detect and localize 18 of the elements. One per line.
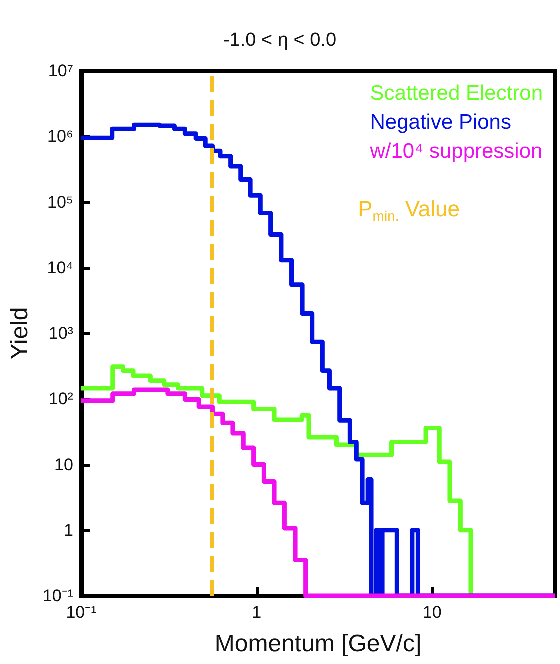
y-tick-label: 10³ <box>48 324 74 343</box>
text: w/10⁴ suppression <box>369 140 543 163</box>
y-tick-label: 10² <box>48 390 74 409</box>
text: Scattered Electron <box>370 82 544 105</box>
x-tick-label: 1 <box>252 603 262 622</box>
chart-title: -1.0 < η < 0.0 <box>223 30 337 51</box>
x-tick-label: 10 <box>422 603 442 622</box>
y-tick-label: 10⁵ <box>48 192 74 212</box>
y-tick-label: 10 <box>54 455 74 474</box>
y-tick-label: 10⁷ <box>48 62 74 80</box>
y-tick-label: 10⁶ <box>48 127 74 146</box>
y-tick-label: 10⁻¹ <box>42 586 74 606</box>
y-axis-title: Yield <box>6 307 34 360</box>
x-tick-label: 10⁻¹ <box>66 603 98 622</box>
x-axis-title: Momentum [GeV/c] <box>214 630 422 658</box>
y-tick-label: 10⁴ <box>47 258 74 278</box>
y-tick-label: 1 <box>64 520 74 540</box>
text: Negative Pions <box>370 111 512 134</box>
